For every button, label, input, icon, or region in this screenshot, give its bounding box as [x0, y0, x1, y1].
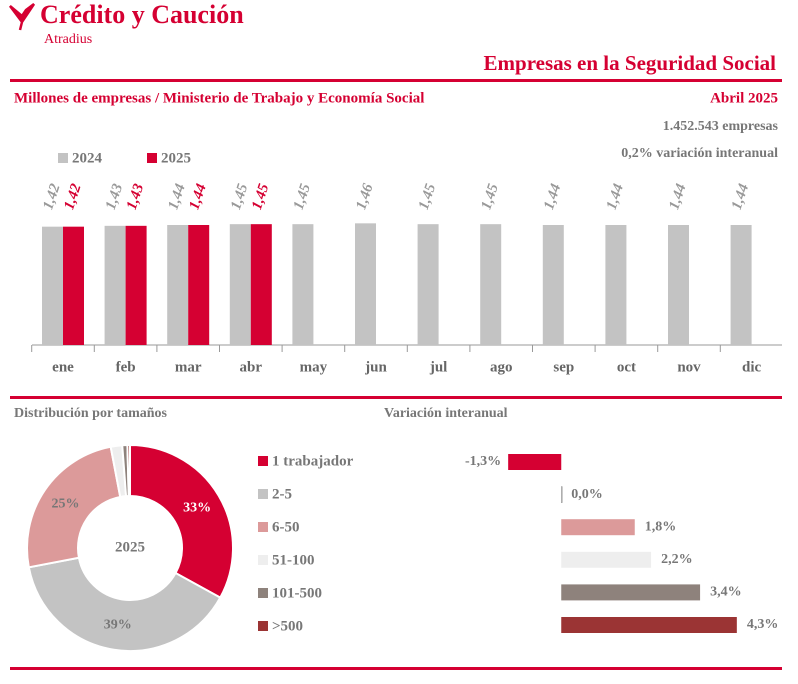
bar [229, 224, 251, 345]
bar [668, 225, 689, 345]
brand: Crédito y Caución [40, 0, 244, 29]
bar [561, 551, 652, 568]
legend-label: 2024 [72, 150, 103, 166]
bar [417, 224, 439, 345]
value-label: 1,45 [249, 181, 272, 211]
divider [10, 667, 782, 670]
section-title: Distribución por tamaños [14, 406, 168, 421]
bar [605, 225, 627, 345]
legend-label: 101-500 [272, 585, 322, 601]
legend-swatch [258, 621, 268, 631]
value-label: 1,45 [291, 181, 314, 211]
legend-swatch [258, 456, 268, 466]
bar [292, 224, 314, 345]
donut-slice [126, 443, 131, 498]
bar [167, 225, 189, 345]
legend-label: 6-50 [272, 519, 300, 535]
value-label: 1,8% [645, 519, 677, 534]
value-label: 1,43 [124, 181, 147, 211]
value-label: 1,44 [541, 181, 564, 211]
slice-label: 25% [51, 496, 79, 511]
bar [125, 225, 147, 345]
slice-label: 39% [104, 617, 132, 632]
donut-slice [26, 445, 122, 569]
value-label: 1,42 [61, 181, 84, 211]
bar [42, 226, 63, 345]
stat: 0,2% variación interanual [621, 146, 778, 161]
title: Empresas en la Seguridad Social [484, 51, 777, 75]
legend-label: >500 [272, 618, 303, 634]
bar [104, 225, 126, 345]
value-label: 1,43 [103, 181, 126, 211]
value-label: 1,44 [604, 181, 627, 211]
x-tick-label: mar [175, 359, 202, 375]
bar [561, 486, 563, 503]
x-tick-label: ene [52, 359, 74, 375]
bar [508, 454, 562, 470]
subtitle: Millones de empresas / Ministerio de Tra… [14, 90, 424, 106]
legend-label: 1 trabajador [272, 453, 354, 469]
bar [561, 584, 701, 601]
logo-icon [9, 3, 36, 31]
sub-brand: Atradius [44, 32, 92, 47]
legend-swatch [258, 555, 268, 565]
donut-slice [27, 556, 222, 652]
legend-swatch [147, 153, 157, 163]
legend-label: 2-5 [272, 486, 292, 502]
legend-label: 2025 [161, 150, 191, 166]
bar [561, 617, 737, 633]
legend-label: 51-100 [272, 552, 315, 568]
slice-label: 33% [183, 501, 211, 516]
bar [730, 225, 752, 345]
value-label: 1,46 [353, 181, 376, 211]
x-tick-label: feb [116, 359, 136, 375]
value-label: 1,45 [228, 181, 251, 211]
legend-swatch [58, 153, 68, 163]
section-title: Variación interanual [384, 406, 508, 421]
x-tick-label: ago [490, 359, 513, 375]
x-tick-label: nov [677, 359, 701, 375]
value-label: 1,44 [666, 181, 689, 211]
legend-swatch [258, 489, 268, 499]
divider [10, 79, 782, 82]
divider [10, 396, 782, 399]
bar [188, 225, 210, 345]
x-tick-label: dic [742, 359, 762, 375]
legend-swatch [258, 588, 268, 598]
value-label: 1,45 [416, 181, 439, 211]
bar [480, 224, 502, 345]
value-label: 1,44 [166, 181, 189, 211]
donut-slice [129, 443, 234, 599]
x-tick-label: sep [553, 359, 574, 375]
bar [542, 225, 564, 345]
value-label: 3,4% [710, 585, 742, 600]
center-label: 2025 [115, 539, 145, 555]
x-tick-label: abr [240, 359, 263, 375]
value-label: 4,3% [747, 617, 779, 632]
value-label: 1,44 [187, 181, 210, 211]
date: Abril 2025 [710, 90, 778, 106]
value-label: 0,0% [571, 487, 603, 502]
legend-swatch [258, 522, 268, 532]
value-label: 1,42 [40, 181, 63, 211]
x-tick-label: jul [429, 359, 448, 375]
value-label: -1,3% [465, 454, 501, 469]
x-tick-label: may [300, 359, 328, 375]
value-label: 1,45 [479, 181, 502, 211]
bar [561, 519, 635, 536]
x-tick-label: jun [364, 359, 387, 375]
bar [355, 223, 376, 345]
stat: 1.452.543 empresas [663, 119, 779, 134]
value-label: 1,44 [729, 181, 752, 211]
bar [250, 224, 272, 345]
x-tick-label: oct [617, 359, 636, 375]
bar [63, 226, 84, 345]
value-label: 2,2% [661, 552, 693, 567]
